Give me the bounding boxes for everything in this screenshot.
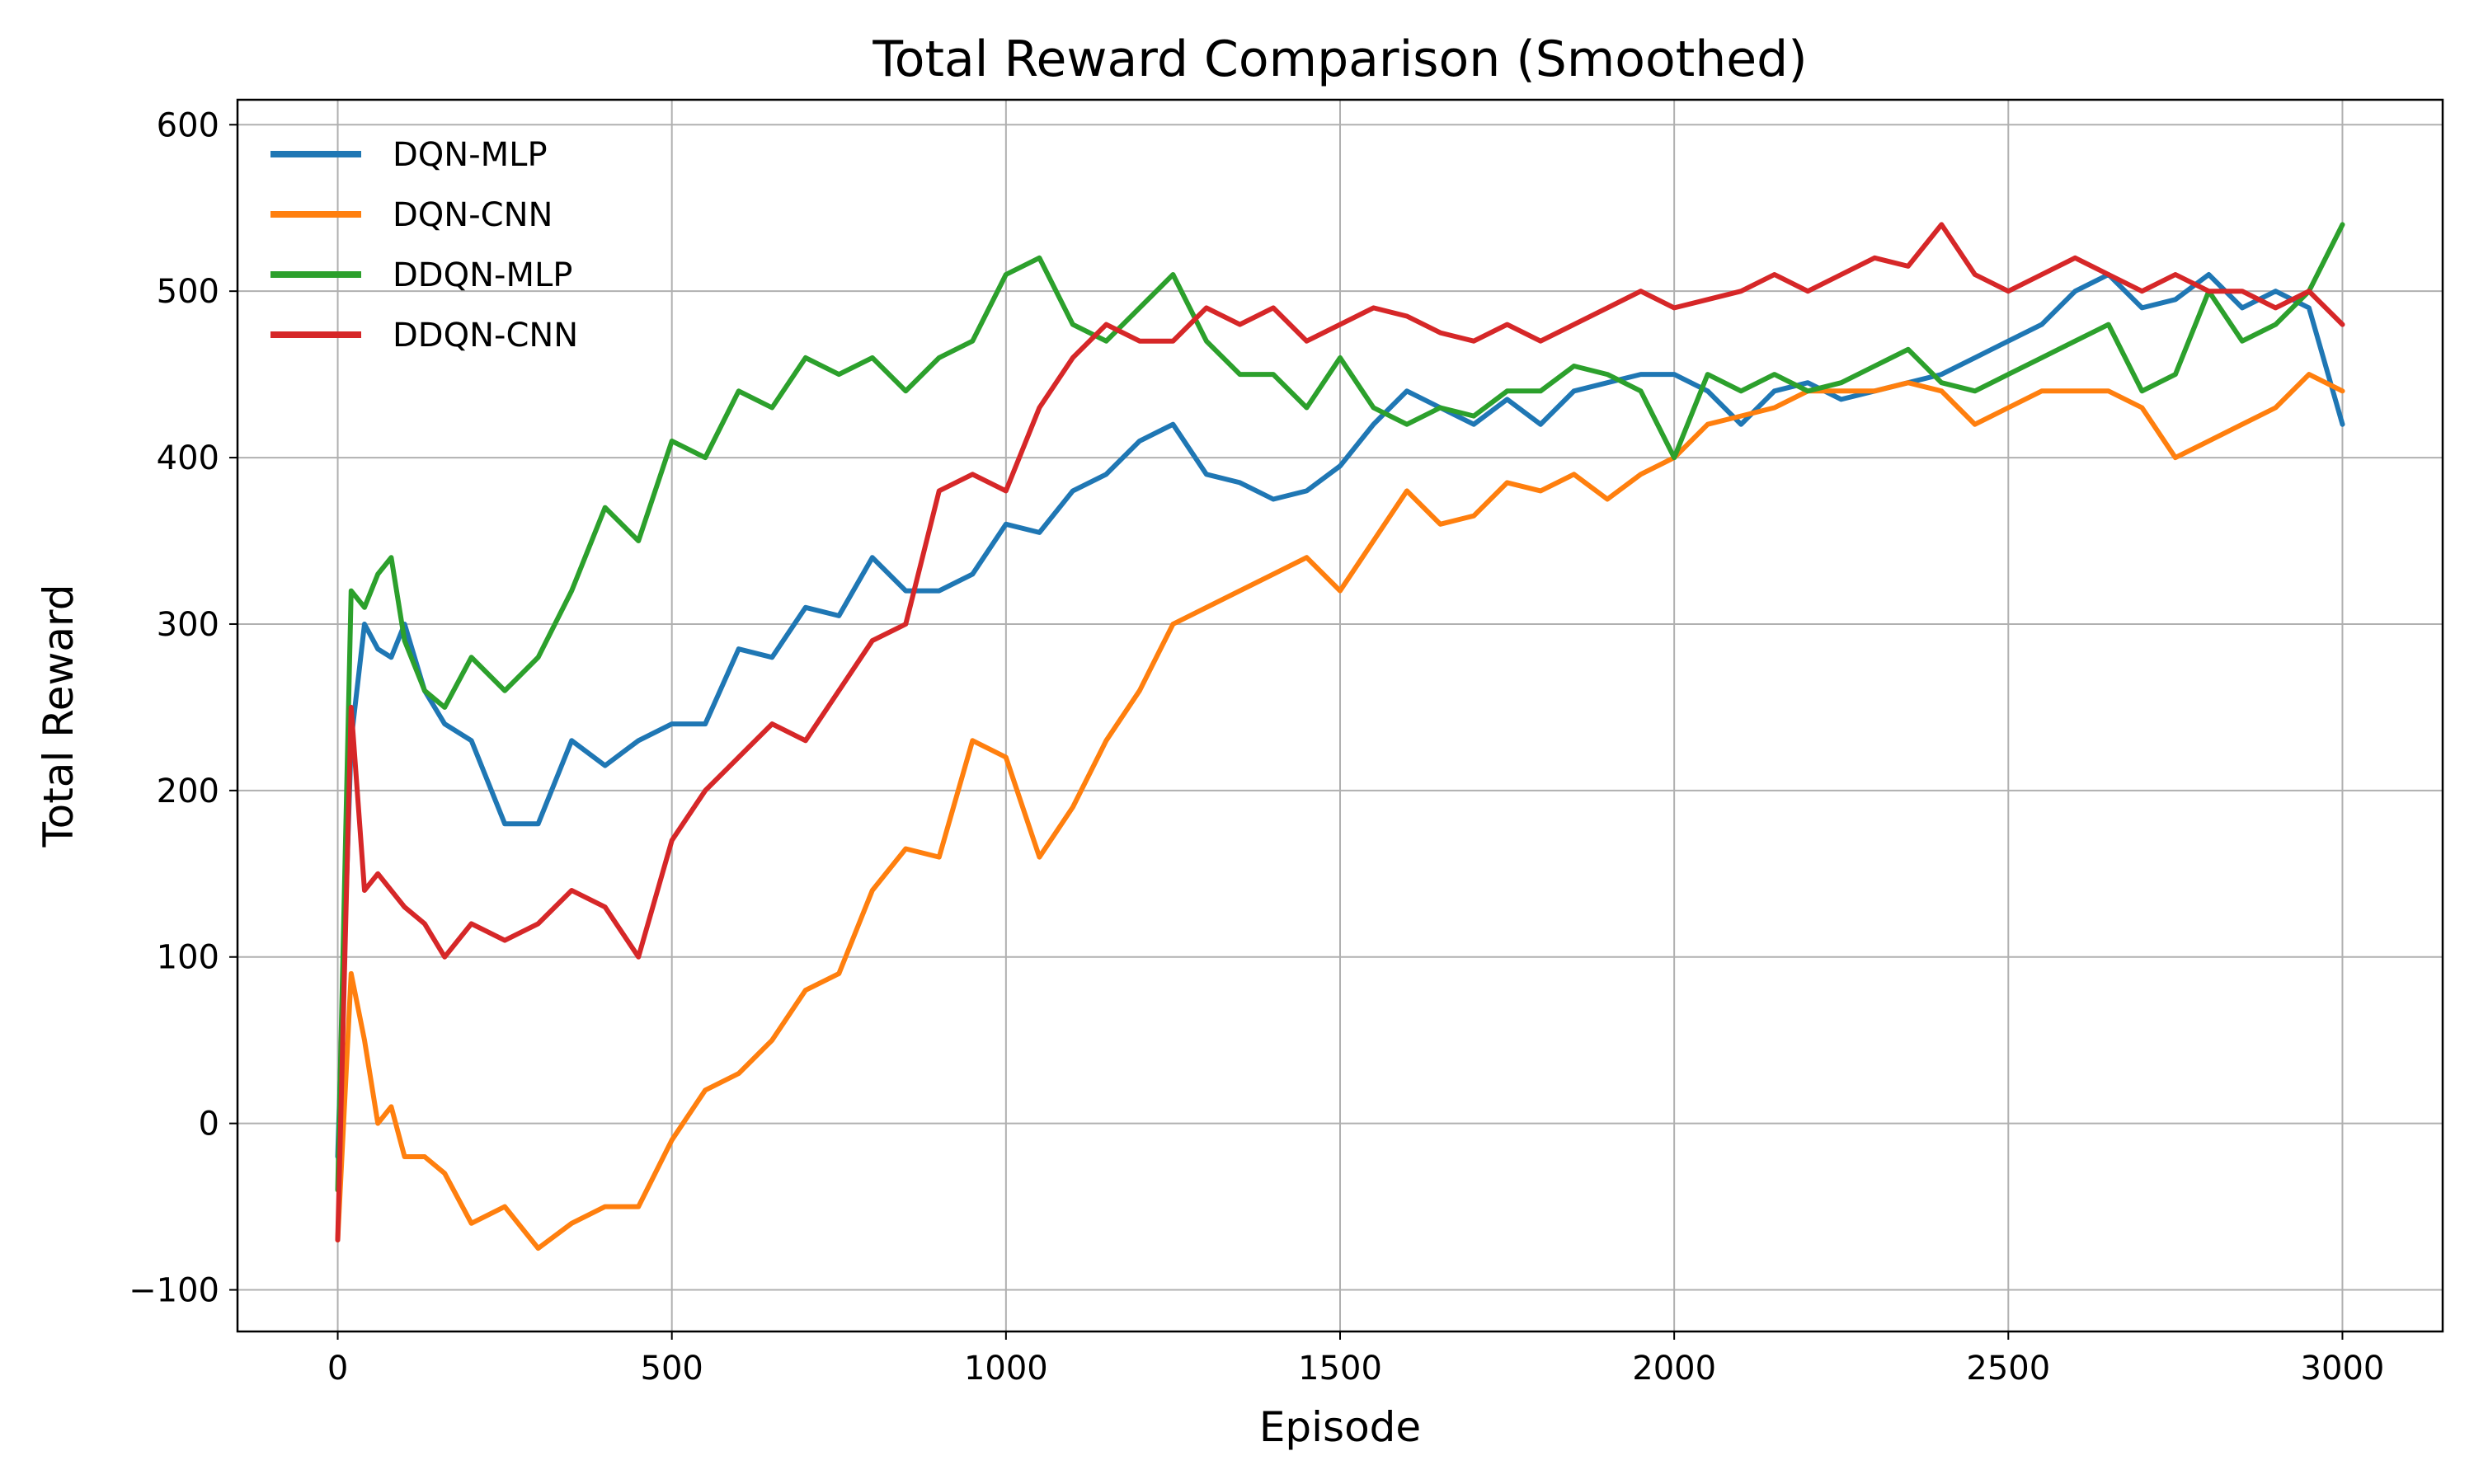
y-tick-label: 400: [157, 439, 219, 477]
legend-label: DDQN-CNN: [393, 317, 578, 355]
x-tick-label: 1000: [964, 1350, 1048, 1388]
x-tick-label: 1500: [1298, 1350, 1382, 1388]
legend-label: DQN-CNN: [393, 196, 553, 234]
legend-label: DQN-MLP: [393, 136, 548, 174]
x-axis-label: Episode: [1259, 1403, 1421, 1451]
y-tick-label: 200: [157, 773, 219, 810]
y-tick-label: 0: [199, 1106, 219, 1144]
chart-title: Total Reward Comparison (Smoothed): [872, 31, 1807, 88]
series-line-dqn-mlp: [335, 272, 2345, 1159]
x-tick-label: 3000: [2301, 1350, 2385, 1388]
series-line-ddqn-cnn: [335, 222, 2345, 1242]
x-tick-label: 2500: [1966, 1350, 2050, 1388]
y-tick-label: 600: [157, 106, 219, 144]
y-tick-label: 500: [157, 273, 219, 311]
x-tick-label: 2000: [1632, 1350, 1716, 1388]
y-axis-label: Total Reward: [35, 585, 82, 848]
axis-ticks: 0 500 1000 1500 2000 2500 3000 −100 0 100 200 300 40…: [129, 106, 2384, 1388]
series-lines: [335, 222, 2345, 1252]
y-tick-label: −100: [129, 1272, 219, 1310]
series-line-ddqn-mlp: [335, 222, 2345, 1193]
x-tick-label: 0: [327, 1350, 348, 1388]
series-line-dqn-cnn: [335, 372, 2345, 1252]
legend: DQN-MLP DQN-CNN DDQN-MLP DDQN-CNN: [270, 136, 578, 355]
legend-label: DDQN-MLP: [393, 256, 572, 294]
x-tick-label: 500: [641, 1350, 703, 1388]
y-tick-label: 300: [157, 606, 219, 644]
y-tick-label: 100: [157, 939, 219, 977]
